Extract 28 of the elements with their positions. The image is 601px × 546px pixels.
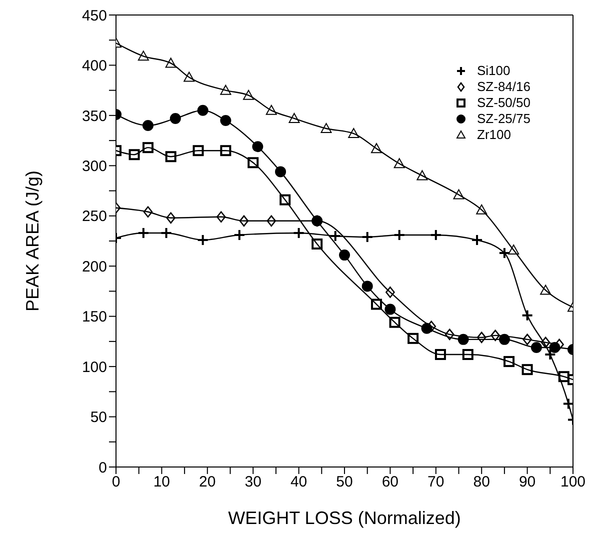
- y-tick-label: 250: [82, 208, 107, 226]
- y-tick-label: 350: [82, 108, 107, 125]
- x-axis-title: WEIGHT LOSS (Normalized): [228, 508, 461, 528]
- x-tick-label: 80: [473, 474, 490, 491]
- y-tick-label: 200: [82, 258, 107, 276]
- legend-label: SZ-84/16: [477, 79, 530, 95]
- x-tick-label: 90: [518, 474, 536, 491]
- x-tick-label: 10: [153, 474, 170, 491]
- legend-label: Si100: [477, 63, 510, 79]
- x-tick-label: 100: [560, 474, 586, 491]
- y-tick-label: 450: [82, 7, 107, 24]
- legend-label: Zr100: [477, 127, 511, 143]
- y-tick-label: 150: [82, 308, 107, 326]
- y-axis-title: PEAK AREA (J/g): [22, 170, 42, 312]
- legend-label: SZ-25/75: [477, 111, 530, 127]
- y-tick-label: 400: [82, 58, 107, 75]
- x-tick-label: 40: [290, 474, 308, 491]
- y-tick-label: 0: [98, 459, 107, 476]
- x-tick-label: 60: [382, 474, 399, 491]
- legend-label: SZ-50/50: [477, 95, 530, 111]
- x-tick-label: 50: [336, 474, 353, 491]
- y-tick-label: 100: [82, 358, 107, 376]
- x-tick-label: 20: [199, 474, 216, 491]
- x-tick-label: 30: [244, 474, 262, 491]
- y-tick-label: 300: [82, 158, 107, 175]
- x-tick-label: 70: [428, 474, 444, 491]
- x-tick-label: 0: [112, 474, 120, 491]
- y-tick-label: 50: [90, 409, 107, 426]
